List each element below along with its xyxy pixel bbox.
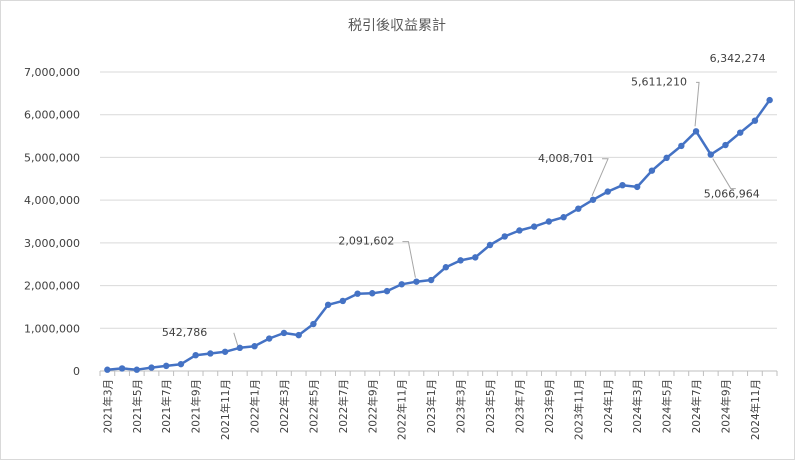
- series-layer: [104, 96, 773, 373]
- leader-line: [402, 241, 416, 278]
- data-labels: 542,786 2,091,602 4,008,701 5,611,210 5,066,…: [162, 52, 766, 346]
- data-point: [177, 360, 185, 368]
- y-tick-label: 5,000,000: [24, 151, 80, 164]
- x-tick-label: 2024年5月: [661, 379, 674, 433]
- data-point: [457, 257, 464, 264]
- chart-title: 税引後収益累計: [348, 18, 446, 34]
- x-tick-label: 2023年9月: [543, 379, 556, 433]
- data-point: [633, 183, 641, 191]
- data-point: [678, 142, 685, 150]
- data-point: [501, 233, 508, 240]
- data-point: [104, 366, 111, 373]
- x-tick-label: 2022年3月: [278, 379, 291, 433]
- data-point: [236, 344, 244, 352]
- data-point: [516, 227, 523, 234]
- data-point: [369, 290, 376, 297]
- leader-line: [712, 158, 736, 190]
- data-point: [692, 128, 700, 135]
- x-tick-label: 2022年1月: [249, 379, 262, 433]
- leader-line: [233, 332, 239, 346]
- data-point: [442, 264, 450, 271]
- y-tick-label: 4,000,000: [24, 194, 80, 207]
- x-tick-label: 2021年3月: [101, 379, 114, 433]
- y-tick-label: 7,000,000: [24, 66, 80, 79]
- y-axis-ticks: 0 1,000,000 2,000,000 3,000,000 4,000,000 5,0…: [24, 66, 80, 378]
- data-point: [133, 366, 140, 373]
- data-point: [427, 276, 435, 284]
- gridlines: [100, 71, 777, 372]
- data-point: [295, 331, 302, 339]
- data-point: [207, 350, 214, 357]
- data-point: [737, 129, 744, 136]
- y-tick-label: 3,000,000: [24, 237, 80, 250]
- y-tick-label: 0: [73, 365, 80, 378]
- data-point: [398, 281, 405, 288]
- data-point: [663, 154, 670, 162]
- leader-line: [694, 81, 700, 127]
- x-tick-label: 2022年9月: [366, 379, 379, 433]
- data-point: [280, 329, 288, 337]
- x-tick-label: 2023年11月: [572, 379, 585, 440]
- data-point: [589, 196, 597, 203]
- x-tick-label: 2023年3月: [455, 379, 468, 433]
- data-label: 542,786: [162, 326, 208, 339]
- data-point: [221, 348, 229, 355]
- data-point: [163, 362, 170, 370]
- y-tick-label: 2,000,000: [24, 280, 80, 293]
- x-tick-label: 2023年5月: [484, 379, 497, 433]
- y-tick-label: 6,000,000: [24, 109, 80, 122]
- data-point: [310, 320, 317, 328]
- data-point: [486, 241, 494, 249]
- data-point: [118, 365, 126, 372]
- x-axis-ticks: 2021年3月 2021年5月 2021年7月 2021年9月 2021年11月 2022…: [99, 371, 778, 440]
- data-point: [339, 297, 347, 305]
- data-point: [192, 351, 199, 359]
- data-point: [604, 188, 611, 195]
- data-label: 2,091,602: [338, 235, 394, 248]
- x-tick-label: 2022年7月: [337, 379, 350, 433]
- x-tick-label: 2024年11月: [749, 379, 762, 440]
- y-tick-label: 1,000,000: [24, 322, 80, 335]
- data-point: [722, 141, 729, 149]
- data-point: [575, 205, 582, 212]
- x-tick-label: 2024年7月: [690, 379, 703, 433]
- data-label: 5,611,210: [631, 75, 687, 88]
- data-point: [472, 254, 479, 261]
- data-point: [354, 290, 361, 297]
- data-label: 6,342,274: [710, 52, 766, 65]
- data-point: [766, 96, 773, 104]
- data-point: [383, 287, 391, 295]
- x-tick-label: 2022年5月: [307, 379, 320, 433]
- data-label: 5,066,964: [704, 188, 760, 201]
- x-tick-label: 2021年9月: [190, 379, 203, 433]
- x-tick-label: 2024年3月: [631, 379, 644, 433]
- data-point: [545, 218, 553, 225]
- data-point: [413, 278, 420, 285]
- x-tick-label: 2024年1月: [602, 379, 615, 433]
- data-point: [648, 167, 656, 174]
- data-point: [707, 151, 714, 158]
- data-point: [751, 117, 759, 124]
- x-tick-label: 2021年11月: [219, 379, 232, 440]
- data-point: [266, 335, 273, 342]
- data-point: [148, 364, 155, 371]
- leader-line: [591, 158, 609, 196]
- data-point: [530, 223, 538, 230]
- data-point: [619, 181, 626, 189]
- x-tick-label: 2021年5月: [131, 379, 144, 433]
- series-line: [107, 99, 771, 371]
- x-tick-label: 2023年7月: [513, 379, 526, 433]
- data-label: 4,008,701: [538, 152, 594, 165]
- data-point: [324, 301, 332, 308]
- x-tick-label: 2022年11月: [396, 379, 409, 440]
- data-point: [560, 214, 567, 221]
- data-point: [251, 343, 258, 350]
- x-tick-label: 2024年9月: [719, 379, 732, 433]
- x-tick-label: 2021年7月: [160, 379, 173, 433]
- x-tick-label: 2023年1月: [425, 379, 438, 433]
